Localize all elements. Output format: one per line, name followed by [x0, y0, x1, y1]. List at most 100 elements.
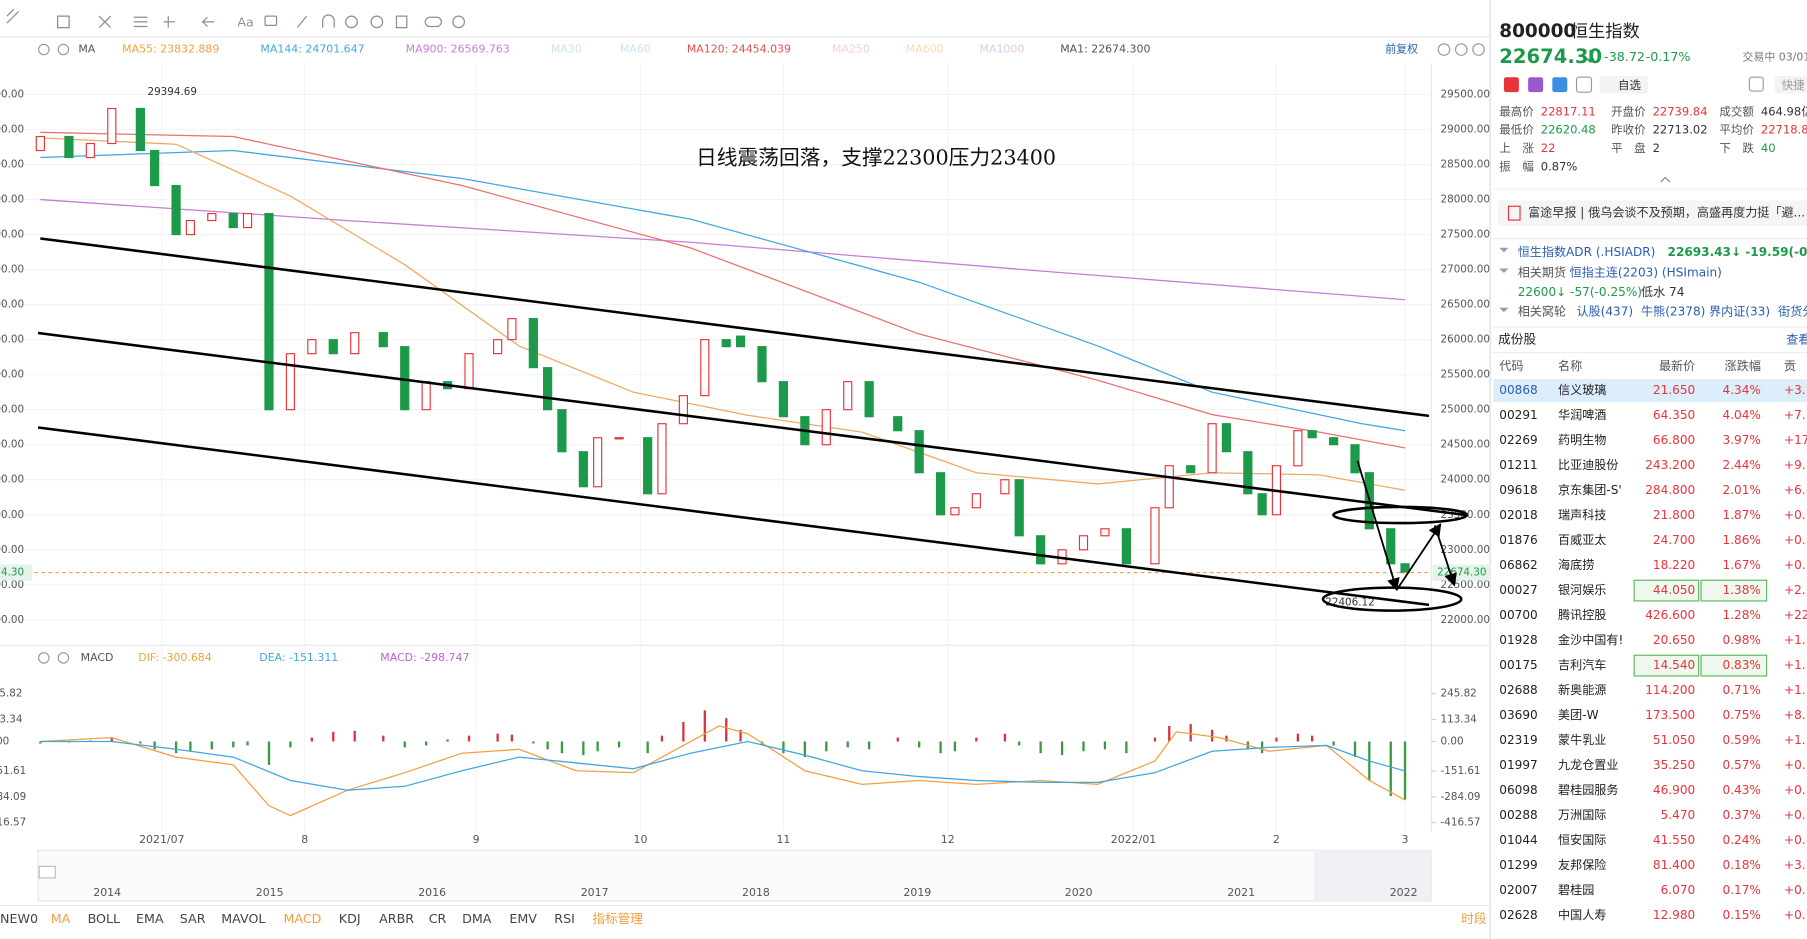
ma-legend[interactable]: 前复权 [1385, 42, 1418, 56]
tool-icon[interactable] [395, 15, 408, 29]
adr-label[interactable]: 恒生指数ADR (.HSIADR) [1518, 244, 1656, 259]
ma-legend[interactable]: MA1000 [980, 43, 1025, 56]
cell[interactable]: 友邦保险 [1558, 857, 1606, 872]
cell[interactable]: 02269 [1499, 433, 1537, 447]
indicator-tab[interactable]: MACD [283, 911, 321, 926]
cell[interactable]: 01876 [1499, 533, 1537, 547]
cell[interactable]: 02319 [1499, 733, 1537, 747]
ma-legend[interactable]: MA30 [551, 43, 582, 56]
macd-legend[interactable]: DIF: -300.684 [138, 651, 211, 664]
cell[interactable]: 00700 [1499, 608, 1537, 622]
collapse-icon[interactable] [1660, 176, 1671, 183]
indicator-tab[interactable]: MAVOL [221, 911, 265, 926]
indicator-tab[interactable]: RSI [554, 911, 575, 926]
macd-legend[interactable]: DEA: -151.311 [259, 651, 338, 664]
indicator-tab[interactable]: ARBR [379, 911, 414, 926]
warrant-link[interactable]: 牛熊(2378) [1641, 304, 1705, 319]
feature-icon[interactable] [1575, 76, 1593, 93]
tool-icon[interactable] [163, 16, 176, 28]
cell[interactable]: 瑞声科技 [1558, 508, 1606, 522]
cell[interactable]: 01928 [1499, 633, 1537, 647]
cell[interactable]: 金沙中国有! [1558, 632, 1623, 647]
cell[interactable]: 美团-W [1558, 708, 1599, 722]
cell[interactable]: 00027 [1499, 583, 1537, 597]
cell[interactable]: 京东集团-S' [1558, 482, 1622, 497]
visibility-icon[interactable] [57, 43, 70, 56]
warrant-link[interactable]: 界内证(33) [1709, 305, 1770, 319]
ma-legend[interactable]: MA250 [832, 43, 870, 56]
settings-icon[interactable] [38, 43, 50, 56]
tool-icon[interactable] [56, 15, 70, 29]
indicator-tab[interactable]: SAR [180, 911, 206, 926]
cell[interactable]: 万洲国际 [1558, 808, 1606, 822]
cell[interactable]: 药明生物 [1558, 433, 1606, 447]
cell[interactable]: 蒙牛乳业 [1558, 732, 1606, 747]
cell[interactable]: 吉利汽车 [1558, 657, 1606, 672]
tool-icon[interactable] [345, 15, 358, 29]
indicator-tab[interactable]: CR [429, 911, 447, 926]
tool-icon[interactable] [322, 14, 335, 28]
cell[interactable]: 恒安国际 [1558, 832, 1606, 847]
alert-icon[interactable] [1748, 76, 1764, 92]
tool-icon[interactable] [424, 16, 443, 28]
tool-icon[interactable] [370, 15, 384, 29]
feature-icon[interactable] [1552, 77, 1568, 93]
cell[interactable]: 腾讯控股 [1558, 607, 1606, 622]
cell[interactable]: 01997 [1499, 758, 1537, 772]
indicator-tab[interactable]: KDJ [339, 911, 361, 926]
cell[interactable]: 01211 [1499, 458, 1537, 472]
cell[interactable]: 02628 [1499, 908, 1537, 922]
navigator-handle[interactable] [38, 865, 56, 879]
indicator-tab[interactable]: MA [51, 911, 71, 926]
cell[interactable]: 碧桂园 [1558, 882, 1594, 897]
cell[interactable]: 百威亚太 [1558, 532, 1606, 547]
macd-legend[interactable]: MACD [81, 651, 114, 664]
tool-icon[interactable] [452, 15, 466, 29]
tool-icon[interactable] [133, 16, 148, 28]
zoom-out[interactable] [1454, 43, 1468, 56]
text-tool[interactable]: Aa [237, 15, 253, 30]
cell[interactable]: 海底捞 [1558, 557, 1594, 572]
shortcut-button[interactable] [1774, 76, 1807, 94]
tool-icon[interactable] [264, 15, 278, 26]
cell[interactable]: 01299 [1499, 858, 1537, 872]
cell[interactable]: 02688 [1499, 683, 1537, 697]
more-link[interactable]: 查看 [1786, 332, 1807, 346]
cell[interactable]: 06098 [1499, 783, 1537, 797]
settings-icon[interactable] [38, 652, 50, 664]
navigator[interactable] [37, 849, 1432, 902]
watchlist-button[interactable] [1599, 76, 1648, 94]
ma-legend[interactable]: MA120: 24454.039 [687, 43, 791, 56]
cell[interactable]: 01044 [1499, 833, 1537, 847]
shortcut-label[interactable]: 快捷 [1782, 78, 1806, 92]
zoom-in[interactable] [1472, 43, 1485, 56]
cell[interactable]: 信义玻璃 [1558, 383, 1606, 397]
ma-legend[interactable]: MA1: 22674.300 [1060, 43, 1150, 56]
help-icon[interactable] [1437, 43, 1451, 56]
cell[interactable]: 比亚迪股份 [1558, 458, 1618, 472]
cell[interactable]: 00175 [1499, 658, 1537, 672]
indicator-tab[interactable]: NEW0 [0, 911, 38, 926]
cell[interactable]: 09618 [1499, 483, 1537, 497]
indicator-tab[interactable]: EMA [136, 911, 164, 926]
tool-icon[interactable] [296, 15, 308, 29]
period-button[interactable]: 时段 [1461, 911, 1487, 926]
feature-icon[interactable] [1528, 77, 1544, 93]
warrant-link[interactable]: 认股(437) [1577, 305, 1634, 319]
news-bar[interactable] [1498, 200, 1807, 226]
cell[interactable]: 九龙仓置业 [1558, 758, 1618, 772]
visibility-icon[interactable] [57, 652, 70, 664]
ma-legend[interactable]: MA144: 24701.647 [260, 43, 364, 56]
news-headline[interactable]: 富途早报 | 俄乌会谈不及预期，高盛再度力挺「避... [1528, 205, 1805, 220]
cell[interactable]: 03690 [1499, 708, 1537, 722]
cell[interactable]: 00288 [1499, 808, 1537, 822]
ma-legend[interactable]: MA60 [620, 43, 651, 56]
ma-legend[interactable]: MA [78, 43, 95, 56]
cell[interactable]: 中国人寿 [1558, 907, 1606, 922]
futures-name[interactable]: 恒指主连(2203) (HSImain) [1570, 265, 1722, 280]
indicator-tab[interactable]: BOLL [88, 911, 121, 926]
ma-legend[interactable]: MA900: 26569.763 [406, 43, 510, 56]
watchlist-label[interactable]: 自选 [1618, 78, 1642, 92]
tool-icon[interactable] [6, 8, 19, 24]
navigator-window[interactable] [1313, 850, 1432, 901]
